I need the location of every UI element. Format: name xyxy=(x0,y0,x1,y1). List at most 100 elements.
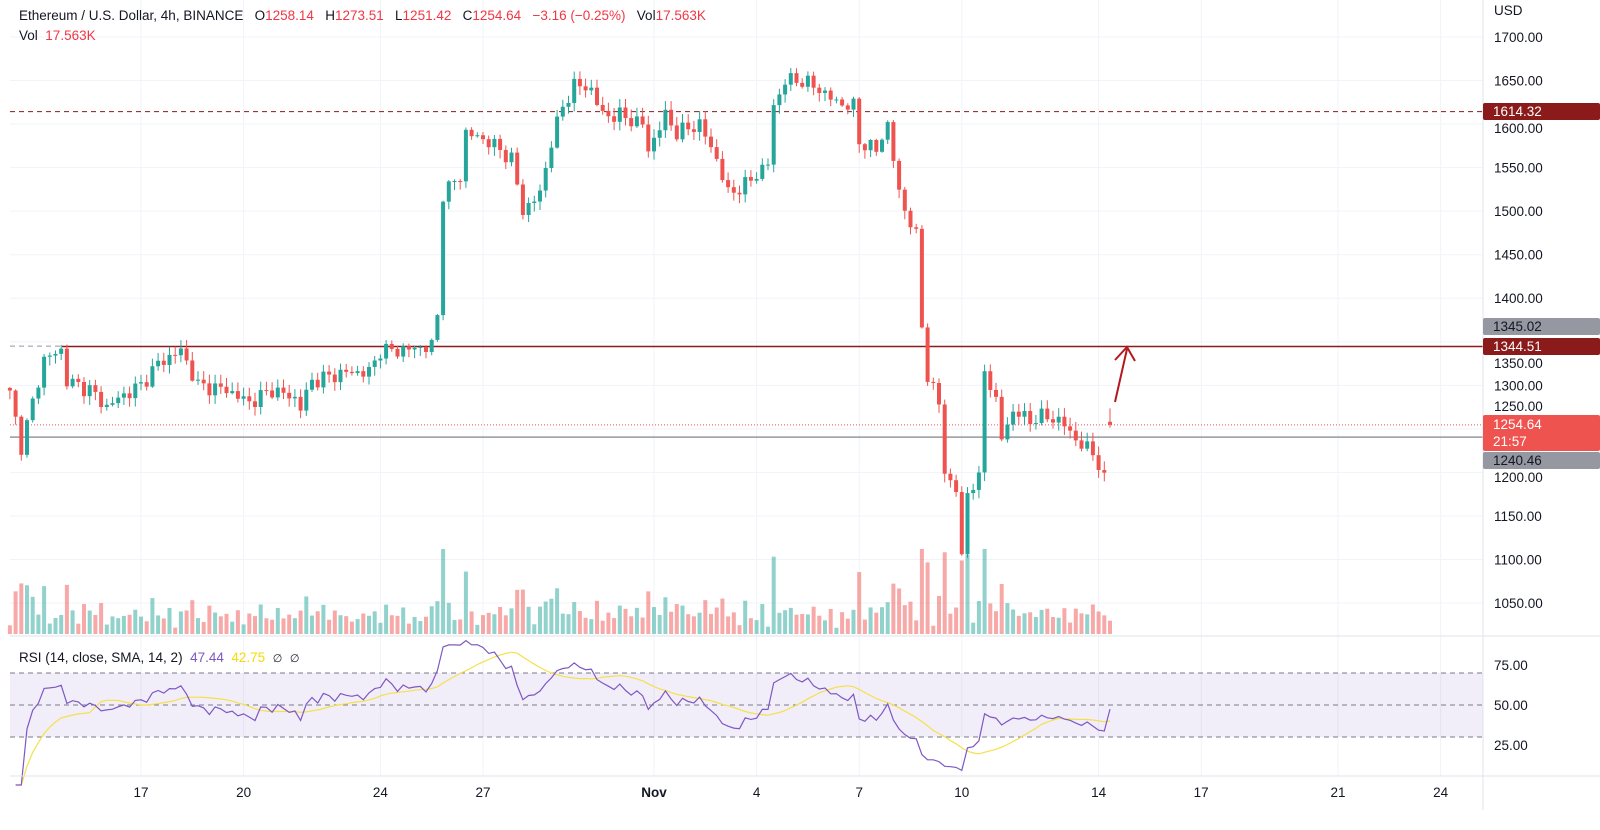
candle-body xyxy=(310,379,314,390)
price-tick-label: 1300.00 xyxy=(1494,378,1543,393)
candle-body xyxy=(190,360,195,381)
volume-bar xyxy=(458,619,463,634)
candle-body xyxy=(777,94,782,106)
volume-bar xyxy=(492,614,497,634)
candle-body xyxy=(583,86,588,91)
candle-body xyxy=(897,160,902,190)
candle-body xyxy=(25,420,29,455)
volume-bar xyxy=(25,585,29,634)
volume-bar xyxy=(862,619,867,634)
volume-bar xyxy=(1005,603,1010,634)
volume-bar xyxy=(577,611,582,634)
volume-bar xyxy=(47,623,52,634)
arrow-shaft xyxy=(1114,348,1128,403)
candle-body xyxy=(549,147,554,168)
volume-bar xyxy=(412,616,417,634)
currency-label: USD xyxy=(1494,3,1523,18)
volume-bar xyxy=(919,549,924,634)
volume-bar xyxy=(270,619,275,634)
up-arrow-annotation[interactable] xyxy=(1114,345,1136,403)
volume-bar xyxy=(389,615,394,634)
candle-body xyxy=(629,118,634,127)
candle-body xyxy=(595,87,599,105)
candle-body xyxy=(669,109,674,126)
candle-body xyxy=(697,119,702,132)
volume-legend[interactable]: Vol 17.563K xyxy=(19,28,96,43)
candle-body xyxy=(908,210,913,228)
volume-bar xyxy=(503,615,508,634)
high-value: 1273.51 xyxy=(334,8,384,23)
candle-body xyxy=(857,98,862,145)
candle-body xyxy=(498,138,503,150)
time-tick-label: 7 xyxy=(855,785,863,800)
candle-body xyxy=(384,343,389,359)
candle-body xyxy=(116,397,121,404)
candle-body xyxy=(196,379,200,381)
candle-body xyxy=(418,346,423,348)
volume-bar xyxy=(7,625,12,634)
volume-bar xyxy=(167,607,172,634)
rsi-sma-line xyxy=(15,651,1111,786)
candle-body xyxy=(1096,455,1101,471)
volume-bar xyxy=(720,598,725,634)
candle-body xyxy=(994,389,998,397)
candle-body xyxy=(287,392,292,399)
rsi-legend[interactable]: RSI (14, close, SMA, 14, 2) 47.44 42.75 … xyxy=(19,650,299,665)
volume-line-label: Vol xyxy=(19,28,38,43)
candle-body xyxy=(566,102,571,107)
price-tick-label: 1250.00 xyxy=(1494,399,1543,414)
volume-bar xyxy=(298,610,303,634)
candle-body xyxy=(76,378,81,382)
time-tick-label: 21 xyxy=(1330,785,1345,800)
candle-body xyxy=(880,139,884,152)
time-tick-label: 17 xyxy=(1194,785,1209,800)
volume-bar xyxy=(851,609,856,634)
candle-body xyxy=(520,184,525,215)
candle-body xyxy=(834,99,839,101)
candle-body xyxy=(292,396,297,399)
volume-bar xyxy=(1016,615,1021,634)
candle-body xyxy=(435,315,440,340)
candle-body xyxy=(748,177,753,181)
volume-bar xyxy=(486,612,491,634)
candle-body xyxy=(389,343,394,349)
volume-bar xyxy=(315,611,320,634)
volume-bar xyxy=(623,608,628,634)
candle-body xyxy=(53,353,58,356)
time-tick-label: 27 xyxy=(475,785,490,800)
volume-bar xyxy=(349,621,354,634)
volume-value: 17.563K xyxy=(655,8,706,23)
volume-bar xyxy=(954,607,959,634)
candle-body xyxy=(902,189,907,211)
volume-bar xyxy=(150,598,155,634)
candle-body xyxy=(925,327,930,382)
volume-bars xyxy=(7,549,1112,634)
candle-body xyxy=(458,181,463,183)
candle-body xyxy=(355,371,360,374)
volume-bar xyxy=(868,607,873,634)
candle-body xyxy=(800,82,805,87)
candle-body xyxy=(509,152,514,163)
volume-bar xyxy=(42,586,47,634)
candle-body xyxy=(230,391,235,394)
candle-body xyxy=(99,391,104,408)
open-label: O xyxy=(254,8,266,23)
candle-body xyxy=(1068,426,1073,431)
candle-body xyxy=(1045,408,1050,420)
candle-body xyxy=(691,129,696,132)
volume-bar xyxy=(247,613,252,634)
candle-body xyxy=(344,369,349,372)
volume-bar xyxy=(121,615,126,634)
symbol-title[interactable]: Ethereum / U.S. Dollar, 4h, BINANCE xyxy=(19,8,244,23)
candle-body xyxy=(156,360,161,367)
volume-bar xyxy=(600,620,605,634)
volume-bar xyxy=(566,614,571,634)
volume-bar xyxy=(526,606,531,634)
volume-bar xyxy=(726,616,731,634)
candle-body xyxy=(395,348,400,357)
time-tick-label: 17 xyxy=(133,785,148,800)
volume-bar xyxy=(714,607,719,634)
candle-body xyxy=(178,348,183,356)
candle-body xyxy=(121,393,126,398)
